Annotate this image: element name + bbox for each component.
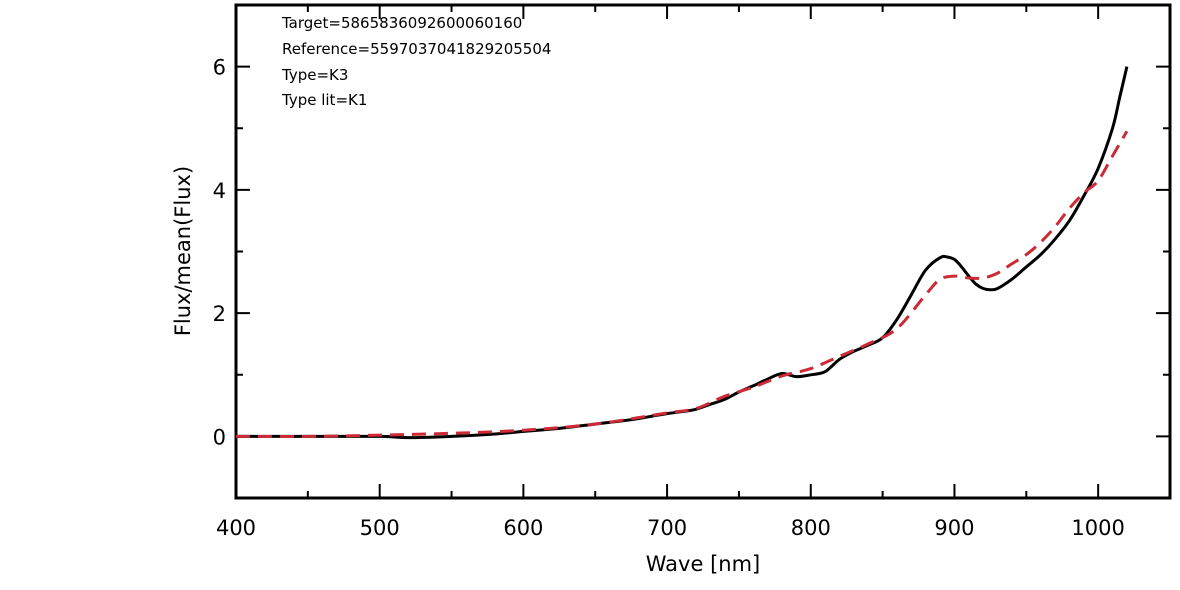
axis-tick-labels: 400 500 600 700 800 900 1000 0 2 4 6: [213, 56, 1125, 540]
x-tick-label: 600: [503, 516, 543, 540]
x-tick-label: 500: [360, 516, 400, 540]
annotation-target: Target=5865836092600060160: [281, 14, 522, 32]
y-tick-label: 0: [213, 425, 226, 449]
annotation-type-lit: Type lit=K1: [281, 91, 367, 109]
x-tick-label: 700: [647, 516, 687, 540]
axis-ticks: [235, 4, 1171, 499]
series-line-target: [236, 66, 1129, 440]
y-tick-label: 6: [213, 56, 226, 80]
annotation-type: Type=K3: [281, 66, 348, 84]
x-tick-label: 800: [791, 516, 831, 540]
series-line-reference: [235, 130, 1129, 438]
y-tick-label: 4: [213, 179, 226, 203]
y-tick-label: 2: [213, 302, 226, 326]
annotation-reference: Reference=5597037041829205504: [282, 40, 551, 58]
x-tick-label: 1000: [1071, 516, 1124, 540]
x-tick-label: 900: [934, 516, 974, 540]
y-axis-title: Flux/mean(Flux): [171, 166, 195, 336]
series-layer: [235, 66, 1129, 440]
x-axis-title: Wave [nm]: [646, 552, 760, 576]
x-tick-label: 400: [216, 516, 256, 540]
